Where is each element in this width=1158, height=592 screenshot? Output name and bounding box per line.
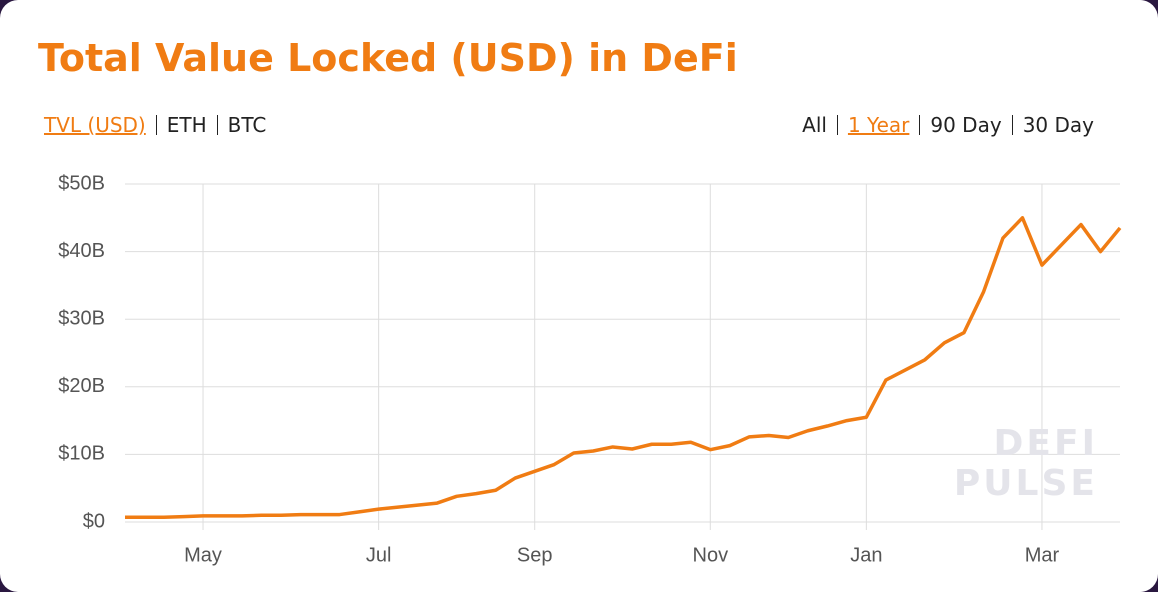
y-tick-label: $50B	[58, 172, 105, 194]
x-tick-label: Jan	[850, 544, 882, 566]
x-tick-label: Nov	[693, 544, 729, 566]
metric-tabs: TVL (USD) ETH BTC	[34, 115, 276, 135]
tab[interactable]: 1 Year	[836, 115, 919, 135]
range-tabs: All 1 Year 90 Day 30 Day	[792, 115, 1104, 135]
tab[interactable]: 30 Day	[1011, 115, 1104, 135]
y-tick-label: $20B	[58, 375, 105, 397]
watermark: PULSE	[954, 463, 1098, 504]
chart-title: Total Value Locked (USD) in DeFi	[38, 36, 738, 80]
x-tick-label: May	[184, 544, 222, 566]
y-tick-label: $40B	[58, 240, 105, 262]
watermark: DEFI	[994, 423, 1098, 464]
x-tick-label: Mar	[1025, 544, 1060, 566]
y-tick-label: $0	[83, 510, 105, 532]
y-tick-label: $10B	[58, 443, 105, 465]
tab[interactable]: TVL (USD)	[44, 113, 146, 137]
tab[interactable]: BTC	[216, 115, 277, 135]
line	[125, 216, 1122, 520]
y-tick-label: $30B	[58, 307, 105, 329]
x-tick-label: Sep	[517, 544, 553, 566]
tab[interactable]: All	[802, 113, 827, 137]
tab[interactable]: 90 Day	[919, 115, 1011, 135]
tab[interactable]: ETH	[155, 115, 217, 135]
x-tick-label: Jul	[366, 544, 392, 566]
